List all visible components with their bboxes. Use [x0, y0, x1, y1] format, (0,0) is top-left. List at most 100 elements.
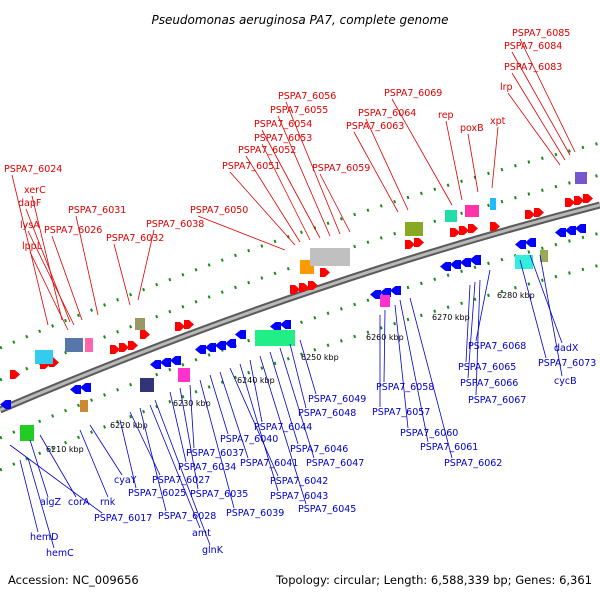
- reverse-leader: [219, 371, 249, 459]
- reverse-leader: [89, 424, 123, 476]
- reverse-gene-label: algZ: [40, 497, 61, 508]
- forward-gene-label: PSPA7_6055: [270, 105, 328, 116]
- reverse-gene-label: PSPA7_6035: [190, 489, 248, 500]
- forward-leader: [113, 243, 131, 306]
- reverse-leader: [169, 391, 187, 463]
- scale-label: 6250 kbp: [301, 353, 339, 362]
- reverse-gene-label: PSPA7_6025: [128, 488, 186, 499]
- reverse-gene-label: PSPA7_6066: [460, 378, 518, 389]
- reverse-leader: [27, 457, 55, 549]
- feature-box: [515, 255, 533, 269]
- map-title: Pseudomonas aeruginosa PA7, complete gen…: [151, 13, 448, 27]
- forward-gene-arrow: [583, 194, 593, 203]
- forward-gene-label: PSPA7_6056: [278, 91, 336, 102]
- scale-label: 6230 kbp: [173, 399, 211, 408]
- reverse-leader: [465, 284, 471, 363]
- reverse-gene-arrow: [205, 343, 216, 352]
- feature-box: [310, 248, 350, 266]
- reverse-gene-arrow: [380, 288, 391, 297]
- forward-leader: [245, 155, 301, 243]
- reverse-gene-label: PSPA7_6046: [290, 444, 348, 455]
- forward-gene-arrow: [534, 208, 544, 217]
- reverse-gene-label: PSPA7_6065: [458, 362, 516, 373]
- forward-leader: [31, 195, 63, 321]
- reverse-gene-label: PSPA7_6028: [158, 511, 216, 522]
- forward-gene-arrow: [405, 240, 415, 249]
- reverse-leader: [199, 379, 235, 509]
- forward-leader: [365, 118, 409, 211]
- reverse-leader: [149, 404, 201, 529]
- forward-leader: [11, 174, 49, 326]
- reverse-gene-arrow: [555, 228, 566, 237]
- forward-leader: [261, 143, 311, 241]
- forward-gene-arrow: [175, 322, 185, 331]
- scale-label: 6220 kbp: [110, 421, 148, 430]
- feature-box: [490, 198, 496, 210]
- feature-box: [20, 425, 34, 441]
- feature-box: [575, 172, 587, 184]
- reverse-gene-label: cyaY: [114, 475, 137, 486]
- reverse-gene-label: PSPA7_6067: [468, 395, 526, 406]
- forward-leader: [319, 173, 351, 233]
- feature-box: [380, 295, 390, 307]
- reverse-gene-arrow: [460, 258, 471, 267]
- feature-box: [178, 368, 190, 382]
- forward-gene-arrow: [10, 370, 20, 379]
- feature-box: [405, 222, 423, 236]
- reverse-leader: [383, 309, 386, 383]
- feature-box: [80, 400, 88, 412]
- forward-gene-label: xerC: [24, 185, 46, 196]
- forward-gene-label: PSPA7_6053: [254, 133, 312, 144]
- feature-box: [540, 250, 548, 262]
- forward-leader: [197, 215, 286, 251]
- reverse-leader: [29, 439, 49, 498]
- feature-box: [65, 338, 83, 352]
- forward-gene-label: PSPA7_6059: [312, 163, 370, 174]
- forward-leader: [25, 208, 71, 323]
- reverse-leader: [179, 387, 199, 490]
- reverse-leader: [409, 297, 453, 459]
- forward-leader: [75, 215, 99, 316]
- reverse-leader: [154, 399, 211, 546]
- forward-gene-arrow: [459, 226, 469, 235]
- forward-gene-label: PSPA7_6038: [146, 219, 204, 230]
- reverse-gene-label: PSPA7_6040: [220, 434, 278, 445]
- forward-gene-arrow: [414, 238, 424, 247]
- forward-gene-arrow: [320, 268, 330, 277]
- feature-box: [255, 330, 295, 346]
- feature-box: [85, 338, 93, 352]
- scale-label: 6210 kbp: [46, 445, 84, 454]
- reverse-gene-arrow: [370, 290, 381, 299]
- reverse-gene-label: PSPA7_6049: [308, 394, 366, 405]
- reverse-gene-label: corA: [68, 497, 90, 508]
- forward-gene-label: poxB: [460, 123, 484, 134]
- reverse-gene-label: PSPA7_6073: [538, 358, 596, 369]
- reverse-gene-label: PSPA7_6060: [400, 428, 458, 439]
- reverse-leader: [289, 343, 307, 409]
- reverse-gene-arrow: [150, 360, 161, 369]
- reverse-gene-label: PSPA7_6048: [298, 408, 356, 419]
- forward-leader: [285, 101, 341, 235]
- reverse-gene-arrow: [515, 240, 526, 249]
- feature-box: [35, 350, 53, 364]
- reverse-gene-label: PSPA7_6043: [270, 491, 328, 502]
- forward-gene-label: PSPA7_6085: [512, 28, 570, 39]
- genome-summary-text: Topology: circular; Length: 6,588,339 bp…: [275, 573, 592, 587]
- reverse-leader: [467, 281, 476, 379]
- reverse-gene-label: dadX: [554, 343, 579, 354]
- forward-leader: [391, 98, 453, 206]
- forward-leader: [137, 229, 155, 301]
- reverse-leader: [9, 444, 103, 514]
- forward-gene-label: PSPA7_6024: [4, 164, 62, 175]
- scale-label: 6270 kbp: [432, 313, 470, 322]
- reverse-gene-label: PSPA7_6068: [468, 341, 526, 352]
- forward-leader: [467, 133, 479, 193]
- reverse-gene-arrow: [225, 339, 236, 348]
- reverse-leader: [399, 299, 429, 443]
- forward-gene-arrow: [468, 224, 478, 233]
- reverse-gene-label: PSPA7_6045: [298, 504, 356, 515]
- reverse-leader: [519, 259, 547, 359]
- reverse-gene-label: PSPA7_6061: [420, 442, 478, 453]
